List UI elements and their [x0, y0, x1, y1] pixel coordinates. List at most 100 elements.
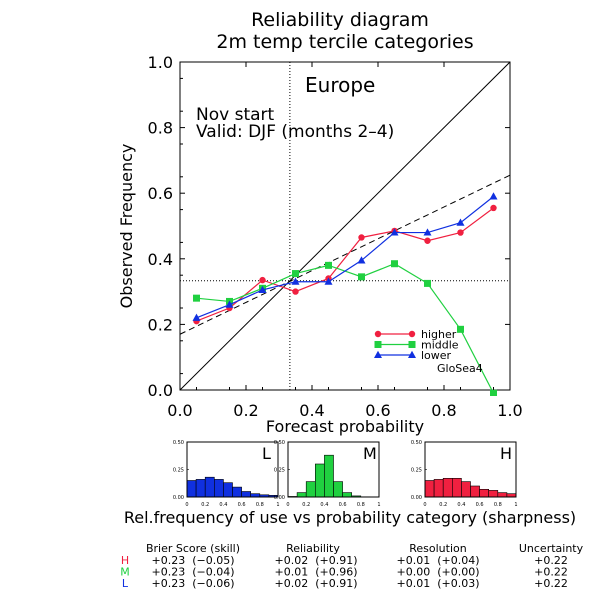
- sharpness-x-tick-label: 1: [377, 502, 380, 508]
- score-column-header: Reliability: [286, 542, 340, 555]
- legend-marker-lower: [408, 350, 416, 358]
- sharpness-x-tick-label: 0: [286, 502, 289, 508]
- data-point-higher: [358, 234, 365, 241]
- score-row-label: H: [121, 554, 129, 567]
- sharpness-bar: [333, 481, 343, 498]
- legend-marker-lower: [374, 350, 382, 358]
- score-table: Brier Score (skill) Reliability Resolution…: [120, 542, 583, 590]
- sharpness-x-tick-label: 0.4: [320, 502, 328, 508]
- legend-label-lower: lower: [421, 349, 452, 362]
- sharpness-bar: [232, 486, 242, 498]
- data-point-lower: [456, 218, 465, 226]
- data-point-lower: [357, 256, 366, 264]
- score-row-label: M: [120, 566, 130, 579]
- sharpness-y-tick-label: 0.25: [411, 468, 422, 474]
- data-point-middle: [424, 279, 431, 287]
- legend-marker-middle: [374, 341, 382, 348]
- score-column-header: Resolution: [409, 542, 467, 555]
- sharpness-bar: [324, 454, 334, 498]
- x-axis-label: Forecast probability: [266, 417, 424, 436]
- data-point-lower: [324, 277, 333, 285]
- y-tick-label: 0.4: [148, 250, 173, 269]
- score-cell: +0.01 (+0.04): [397, 554, 480, 567]
- sharpness-y-tick-label: 0.50: [274, 440, 285, 446]
- sharpness-caption: Rel.frequency of use vs probability cate…: [124, 508, 576, 527]
- score-cell: +0.23 (−0.06): [152, 577, 235, 590]
- score-cell: +0.02 (+0.91): [275, 577, 358, 590]
- legend-marker-higher: [408, 330, 416, 338]
- legend-marker-higher: [374, 330, 382, 338]
- sharpness-bar: [214, 479, 224, 498]
- sharpness-y-tick-label: 0.00: [411, 495, 422, 501]
- sharpness-x-tick-label: 0.2: [201, 502, 209, 508]
- sharpness-y-tick-label: 0.50: [411, 440, 422, 446]
- sharpness-category-label: H: [500, 444, 512, 463]
- sharpness-x-tick-label: 0.2: [439, 502, 447, 508]
- data-point-lower: [390, 228, 399, 236]
- y-tick-label: 0.8: [148, 119, 173, 138]
- score-column-header: Uncertainty: [519, 542, 584, 555]
- y-tick-label: 0.0: [148, 381, 173, 400]
- region-label: Europe: [305, 73, 375, 97]
- plot-frame: [179, 61, 511, 391]
- valid-annotation: Valid: DJF (months 2–4): [196, 122, 394, 142]
- x-tick-label: 1.0: [497, 401, 522, 420]
- sharpness-x-tick-label: 0.6: [238, 502, 246, 508]
- data-point-middle: [457, 325, 464, 333]
- sharpness-category-label: M: [363, 444, 377, 463]
- data-point-higher: [490, 204, 497, 212]
- data-point-middle: [292, 270, 299, 278]
- data-point-middle: [358, 273, 365, 281]
- sharpness-category-label: L: [262, 444, 271, 463]
- data-point-higher: [292, 288, 299, 295]
- sharpness-bar: [186, 480, 197, 498]
- data-point-lower: [192, 313, 201, 321]
- score-cell: +0.01 (+0.03): [397, 577, 480, 590]
- data-point-middle: [391, 260, 398, 268]
- sharpness-bar: [296, 492, 307, 498]
- sharpness-bar: [470, 485, 480, 498]
- legend-label-higher: higher: [421, 328, 457, 341]
- sharpness-x-tick-label: 0.4: [219, 502, 227, 508]
- plot-content: [180, 62, 510, 396]
- sharpness-x-tick-label: 0.2: [302, 502, 310, 508]
- sharpness-y-tick-label: 0.00: [274, 495, 285, 501]
- legend-label-middle: middle: [421, 339, 459, 352]
- data-point-lower: [423, 228, 432, 236]
- score-cell: +0.23 (−0.04): [152, 566, 235, 579]
- y-tick-label: 1.0: [148, 53, 173, 72]
- x-tick-label: 0.0: [167, 401, 192, 420]
- model-label: GloSea4: [437, 362, 483, 375]
- score-column-header: Brier Score (skill): [146, 542, 240, 555]
- chart-title: Reliability diagram: [251, 9, 429, 31]
- sharpness-bar: [488, 490, 499, 498]
- sharpness-bar: [241, 491, 252, 498]
- data-point-middle: [325, 261, 332, 269]
- sharpness-bar: [223, 482, 233, 498]
- start-annotation: Nov start: [196, 105, 275, 125]
- data-point-lower: [291, 277, 300, 285]
- score-cell: +0.00 (+0.00): [397, 566, 480, 579]
- x-tick-label: 0.6: [365, 401, 390, 420]
- y-tick-label: 0.2: [148, 315, 173, 334]
- sharpness-bar: [305, 481, 316, 498]
- x-tick-label: 0.8: [431, 401, 456, 420]
- series-line-lower: [196, 196, 494, 319]
- sharpness-panel-H: H 0.50 0.25 0.000 0.2 0.4 0.6 0.8 1: [411, 440, 518, 508]
- y-axis-label: Observed Frequency: [117, 144, 136, 309]
- x-tick-label: 0.4: [299, 401, 324, 420]
- sharpness-x-tick-label: 0.4: [457, 502, 465, 508]
- data-point-higher: [424, 237, 431, 244]
- sharpness-x-tick-label: 1: [276, 502, 279, 508]
- sharpness-bar: [204, 476, 215, 498]
- sharpness-y-tick-label: 0.50: [173, 440, 184, 446]
- sharpness-bar: [479, 488, 490, 498]
- sharpness-x-tick-label: 0: [185, 502, 188, 508]
- sharpness-x-tick-label: 0: [423, 502, 426, 508]
- data-point-middle: [490, 389, 497, 396]
- data-point-lower: [489, 192, 498, 200]
- main-plot: 0.00.0 0.2 0.2 0.4 0.4 0.6 0.6 0.8 0.8 1.0 1.0 high…: [148, 53, 523, 420]
- score-cell: +0.22: [534, 577, 568, 590]
- sharpness-y-tick-label: 0.25: [173, 468, 184, 474]
